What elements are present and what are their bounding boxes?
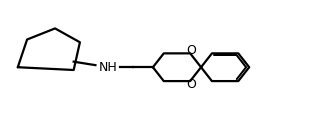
- Text: NH: NH: [99, 61, 117, 74]
- Text: O: O: [186, 44, 196, 57]
- Text: O: O: [186, 78, 196, 91]
